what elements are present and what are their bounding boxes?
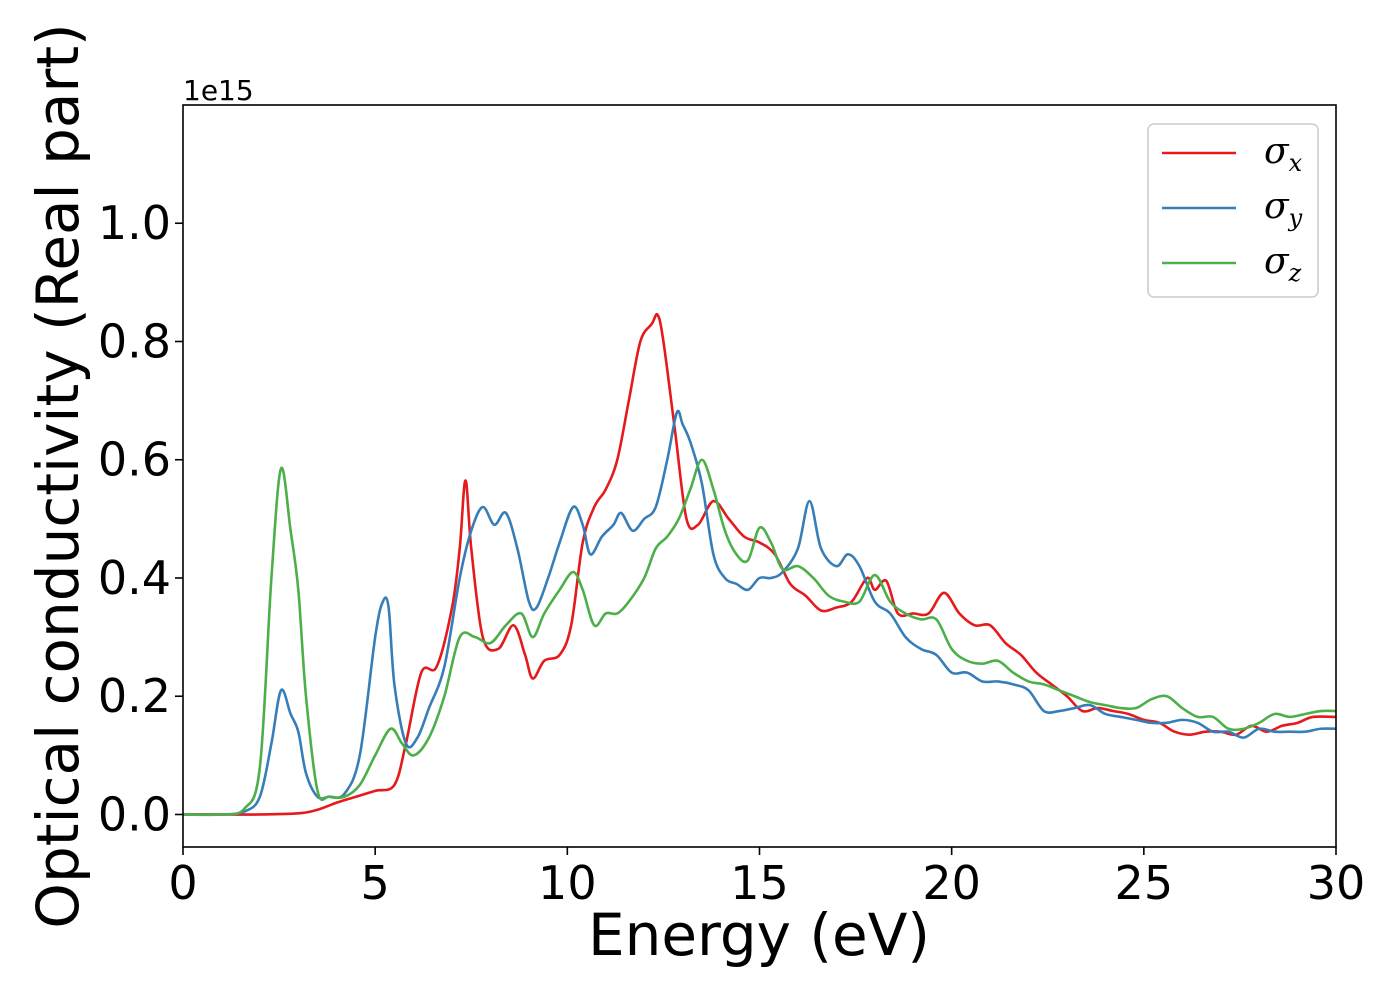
legend-label-y: σy xyxy=(1264,186,1303,232)
y-tick-label: 0.6 xyxy=(98,433,171,487)
x-tick-label: 30 xyxy=(1307,856,1366,910)
series-layer xyxy=(182,312,1337,817)
y-tick-label: 1.0 xyxy=(98,196,171,250)
x-axis-label: Energy (eV) xyxy=(588,901,930,969)
y-tick-label: 0.4 xyxy=(98,551,171,605)
series-line-y xyxy=(182,409,1337,816)
legend-symbol: σ xyxy=(1264,131,1290,172)
x-tick-label: 25 xyxy=(1115,856,1174,910)
legend-label-x: σx xyxy=(1264,131,1303,177)
x-tick-label: 20 xyxy=(922,856,981,910)
legend-subscript: x xyxy=(1289,149,1303,177)
x-tick-label: 15 xyxy=(730,856,789,910)
series-line-z xyxy=(182,458,1337,817)
legend-box xyxy=(1147,123,1319,298)
legend-symbol: σ xyxy=(1264,241,1290,282)
y-tick-label: 0.8 xyxy=(98,314,171,368)
legend-subscript: y xyxy=(1288,204,1303,232)
y-tick-label: 0.2 xyxy=(98,669,171,723)
series-line-x xyxy=(183,312,1337,816)
y-axis-label: Optical conductivity (Real part) xyxy=(24,23,92,928)
y-axis: 0.0 0.2 0.4 0.6 0.8 1.0 xyxy=(98,196,183,841)
y-offset-text: 1e15 xyxy=(183,74,254,107)
legend-subscript: z xyxy=(1288,259,1302,287)
legend-label-z: σz xyxy=(1264,241,1302,287)
x-tick-label: 10 xyxy=(538,856,597,910)
y-tick-label: 0.0 xyxy=(98,787,171,841)
legend-symbol: σ xyxy=(1264,186,1290,227)
x-axis: 0 5 10 15 20 25 30 xyxy=(168,847,1365,910)
x-tick-label: 0 xyxy=(168,856,197,910)
x-tick-label: 5 xyxy=(361,856,390,910)
